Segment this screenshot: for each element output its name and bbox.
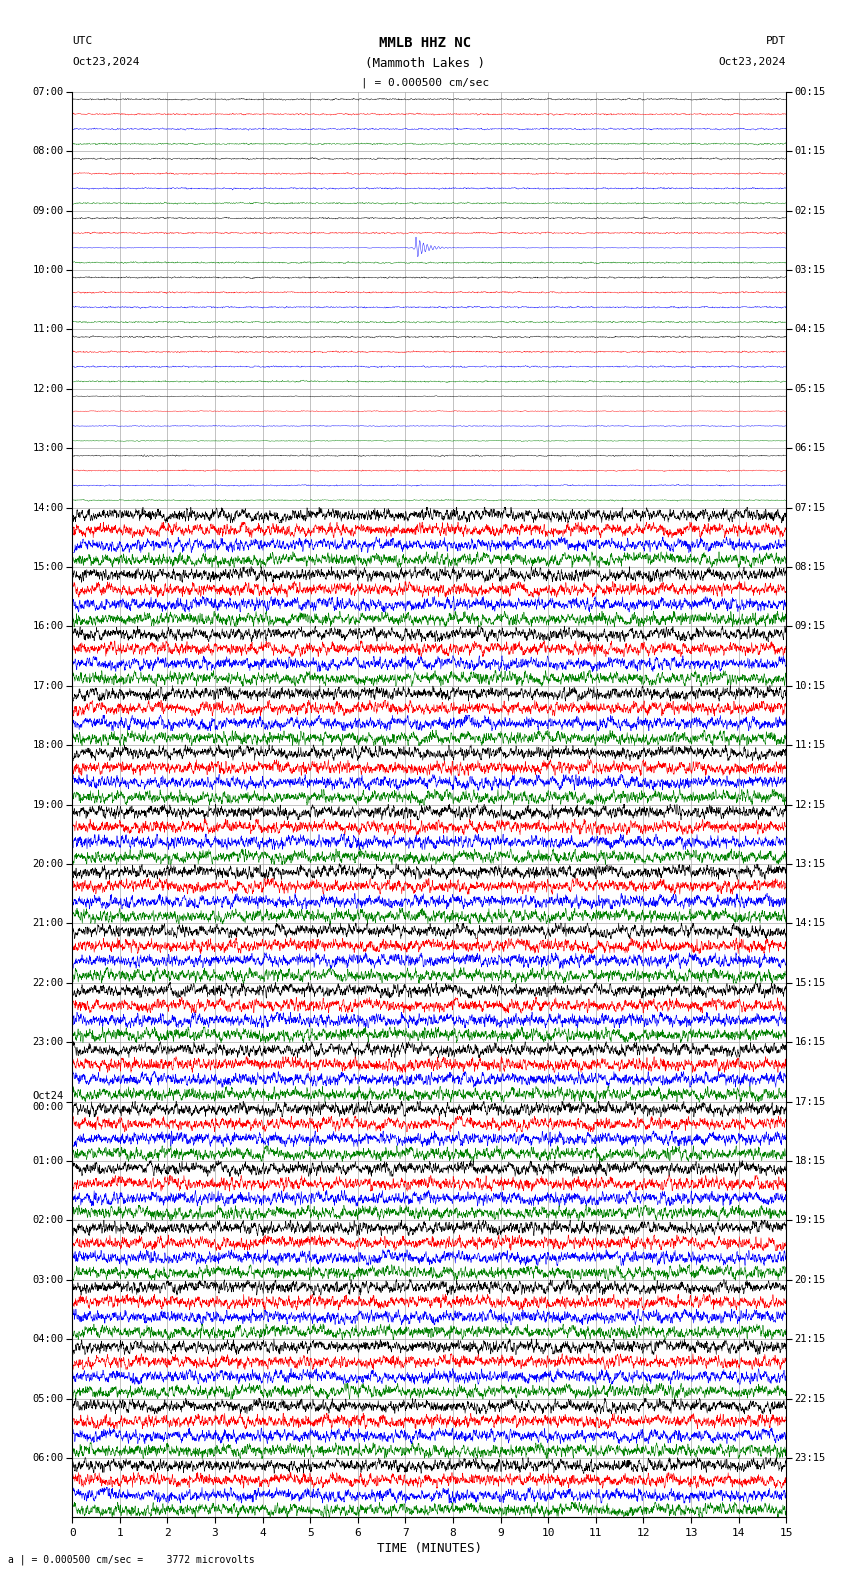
Text: UTC: UTC: [72, 36, 93, 46]
Text: a | = 0.000500 cm/sec =    3772 microvolts: a | = 0.000500 cm/sec = 3772 microvolts: [8, 1554, 255, 1565]
Text: (Mammoth Lakes ): (Mammoth Lakes ): [365, 57, 485, 70]
Text: Oct23,2024: Oct23,2024: [72, 57, 139, 67]
Text: Oct23,2024: Oct23,2024: [719, 57, 786, 67]
X-axis label: TIME (MINUTES): TIME (MINUTES): [377, 1543, 482, 1555]
Text: PDT: PDT: [766, 36, 786, 46]
Text: MMLB HHZ NC: MMLB HHZ NC: [379, 36, 471, 51]
Text: | = 0.000500 cm/sec: | = 0.000500 cm/sec: [361, 78, 489, 89]
